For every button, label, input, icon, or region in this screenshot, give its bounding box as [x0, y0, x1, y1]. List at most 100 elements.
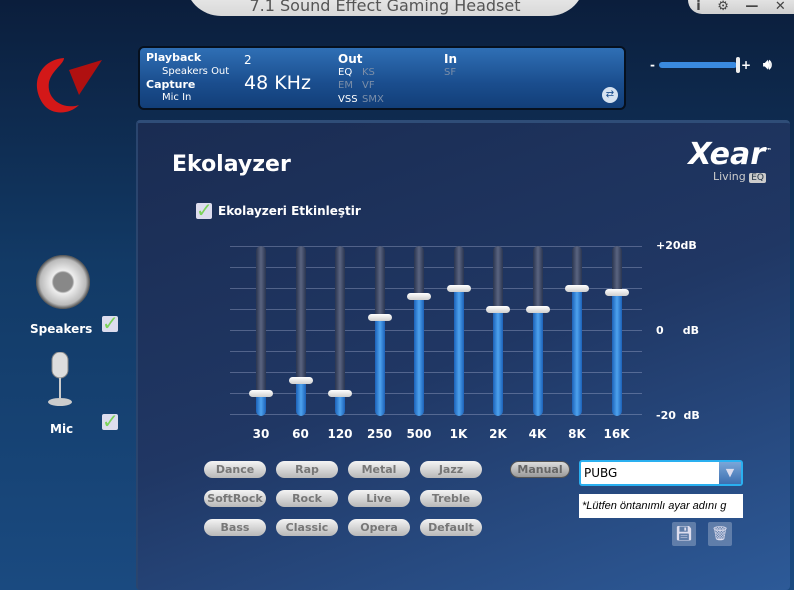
- out-label: Out: [338, 52, 363, 66]
- eq-band-bar: [611, 292, 622, 416]
- preset-button[interactable]: Treble: [420, 490, 482, 507]
- freq-label: 2K: [489, 427, 507, 441]
- preset-button[interactable]: Rap: [276, 461, 338, 478]
- preset-select-value: PUBG: [584, 466, 618, 480]
- mic-check-icon: ✓: [102, 409, 119, 433]
- eq-slider-track[interactable]: [295, 246, 306, 416]
- freq-label: 250: [366, 427, 393, 441]
- page-title: Ekolayzer: [172, 152, 291, 177]
- speaker-volume-icon[interactable]: 🔊︎: [763, 57, 772, 73]
- eq-band-bar: [572, 288, 582, 416]
- volume-slider[interactable]: [658, 57, 740, 73]
- eq-status: EQ: [338, 67, 353, 78]
- gridline: [230, 330, 642, 331]
- brand-logo-icon: [36, 58, 102, 113]
- ytick-bottom: -20 dB: [656, 409, 700, 422]
- gridline: [230, 393, 642, 394]
- brand-name: Xear: [688, 137, 765, 172]
- preset-name-input[interactable]: *Lütfen öntanımlı ayar adını g: [579, 494, 743, 518]
- eq-slider-handle[interactable]: [407, 293, 431, 301]
- preset-button[interactable]: Opera: [348, 519, 410, 536]
- in-label: In: [444, 52, 458, 66]
- brand-sub: Living: [713, 170, 746, 183]
- preset-button[interactable]: Rock: [276, 490, 338, 507]
- manual-button[interactable]: Manual: [510, 461, 570, 478]
- freq-label: 120: [327, 427, 353, 441]
- freq-label: 500: [406, 427, 432, 441]
- brand-badge: EQ: [749, 173, 766, 183]
- enable-equalizer-checkbox[interactable]: ✓ Ekolayzeri Etkinleştir: [196, 198, 361, 222]
- gridline: [230, 246, 642, 247]
- enable-equalizer-label: Ekolayzeri Etkinleştir: [218, 204, 361, 218]
- smx-status: SMX: [362, 94, 384, 105]
- eq-band-bar: [453, 288, 464, 416]
- eq-slider-handle[interactable]: [367, 314, 392, 322]
- minimize-button[interactable]: —: [745, 0, 759, 14]
- preset-button[interactable]: Dance: [204, 461, 266, 478]
- playback-device: Speakers Out: [162, 66, 230, 77]
- sf-status: SF: [444, 67, 457, 78]
- settings-button[interactable]: ⚙: [717, 0, 729, 14]
- eq-slider-track[interactable]: [335, 246, 345, 416]
- volume-plus: +: [740, 58, 752, 72]
- microphone-icon[interactable]: [46, 352, 74, 408]
- gridline: [230, 414, 642, 415]
- freq-label: 60: [292, 427, 309, 441]
- eq-band-bar: [414, 296, 424, 416]
- eq-band-bar: [295, 380, 306, 416]
- brand-tm: ™: [765, 147, 772, 155]
- swap-icon[interactable]: ⇄: [602, 87, 618, 103]
- freq-label: 1K: [449, 427, 468, 441]
- eq-band-bar: [493, 309, 503, 416]
- eq-band-bar: [256, 393, 266, 416]
- eq-slider-handle[interactable]: [288, 377, 313, 385]
- ytick-mid: 0 dB: [656, 324, 700, 337]
- channel-count: 2: [244, 53, 252, 67]
- gridline: [230, 351, 642, 352]
- capture-device: Mic In: [162, 92, 192, 103]
- volume-control: - + 🔊︎: [650, 57, 772, 73]
- preset-button[interactable]: Jazz: [420, 461, 482, 478]
- gridline: [230, 288, 642, 289]
- save-icon[interactable]: 💾︎: [672, 522, 696, 546]
- eq-band-bar: [532, 309, 543, 416]
- speakers-label[interactable]: Speakers: [30, 322, 93, 336]
- vss-status: VSS: [338, 94, 358, 105]
- chevron-down-icon[interactable]: ▼: [719, 462, 741, 484]
- eq-slider-handle[interactable]: [604, 289, 629, 297]
- checkbox-check-icon[interactable]: ✓: [196, 198, 213, 222]
- mic-label[interactable]: Mic: [50, 422, 74, 436]
- eq-slider-handle[interactable]: [486, 306, 510, 313]
- eq-slider-handle[interactable]: [525, 306, 550, 313]
- volume-slider-handle[interactable]: [735, 57, 740, 73]
- eq-slider-handle[interactable]: [249, 390, 273, 397]
- freq-label: 4K: [528, 427, 547, 441]
- preset-button[interactable]: Metal: [348, 461, 410, 478]
- eq-slider-handle[interactable]: [565, 285, 589, 292]
- trash-icon[interactable]: 🗑︎: [708, 522, 732, 546]
- preset-button[interactable]: Live: [348, 490, 410, 507]
- freq-label: 16K: [603, 427, 630, 441]
- preset-button[interactable]: SoftRock: [204, 490, 266, 507]
- em-status: EM: [338, 80, 353, 91]
- xear-logo: Xear™ Living EQ: [672, 136, 772, 183]
- preset-button[interactable]: Default: [420, 519, 482, 536]
- freq-label: 8K: [568, 427, 586, 441]
- eq-slider-track[interactable]: [256, 246, 266, 416]
- close-button[interactable]: ✕: [774, 0, 786, 14]
- capture-label: Capture: [146, 78, 196, 91]
- preset-button[interactable]: Bass: [204, 519, 266, 536]
- speakers-icon[interactable]: [36, 255, 90, 309]
- window-title: 7.1 Sound Effect Gaming Headset: [185, 0, 585, 16]
- gridline: [230, 309, 642, 310]
- info-button[interactable]: i: [696, 0, 701, 14]
- eq-band-bar: [335, 393, 345, 416]
- eq-band-bar: [374, 317, 385, 416]
- eq-slider-handle[interactable]: [328, 390, 352, 397]
- window-controls: i ⚙ — ✕: [688, 0, 794, 14]
- eq-slider-handle[interactable]: [446, 285, 471, 292]
- freq-label: 30: [252, 427, 270, 441]
- volume-minus: -: [650, 58, 655, 72]
- preset-select[interactable]: PUBG ▼: [579, 460, 743, 486]
- preset-button[interactable]: Classic: [276, 519, 338, 536]
